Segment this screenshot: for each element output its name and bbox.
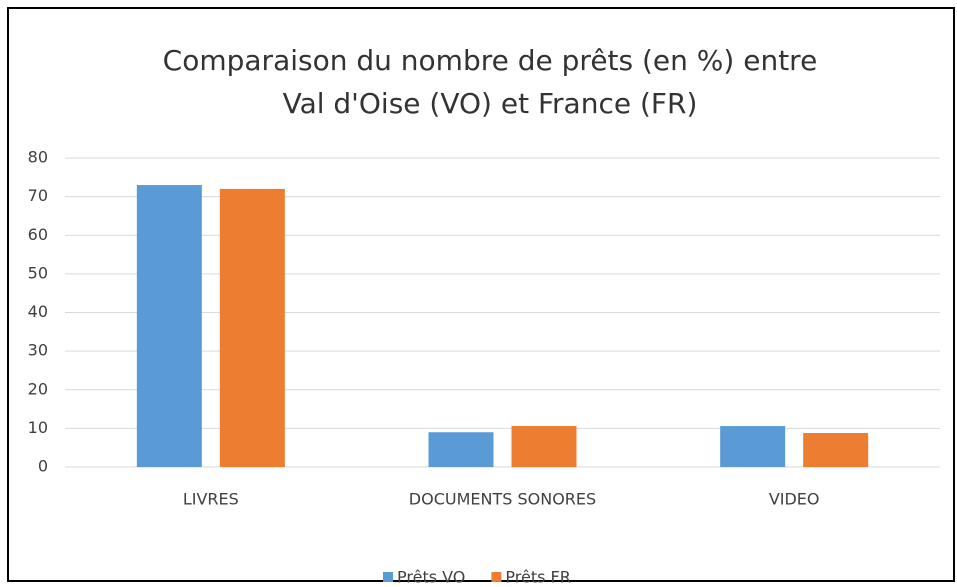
bar bbox=[219, 188, 285, 467]
bar bbox=[511, 426, 577, 467]
x-tick-label: VIDEO bbox=[769, 490, 820, 509]
y-tick-label: 60 bbox=[28, 225, 48, 244]
y-tick-label: 20 bbox=[28, 379, 48, 398]
bar bbox=[720, 426, 786, 467]
legend-swatch bbox=[491, 572, 502, 582]
legend-label: Prêts FR bbox=[505, 568, 570, 584]
bar bbox=[803, 433, 869, 467]
y-tick-label: 50 bbox=[28, 263, 48, 282]
y-tick-label: 70 bbox=[28, 186, 48, 205]
bar bbox=[428, 432, 494, 467]
x-tick-label: LIVRES bbox=[183, 490, 239, 509]
x-tick-label: DOCUMENTS SONORES bbox=[409, 490, 596, 509]
chart-title: Comparaison du nombre de prêts (en %) en… bbox=[163, 44, 818, 77]
y-tick-label: 80 bbox=[28, 148, 48, 167]
bar bbox=[136, 185, 202, 467]
legend-swatch bbox=[383, 572, 393, 582]
chart-title: Val d'Oise (VO) et France (FR) bbox=[283, 87, 698, 120]
y-tick-label: 0 bbox=[38, 457, 48, 476]
y-tick-label: 10 bbox=[28, 418, 48, 437]
y-tick-label: 30 bbox=[28, 341, 48, 360]
y-tick-label: 40 bbox=[28, 302, 48, 321]
legend-label: Prêts VO bbox=[397, 568, 465, 584]
